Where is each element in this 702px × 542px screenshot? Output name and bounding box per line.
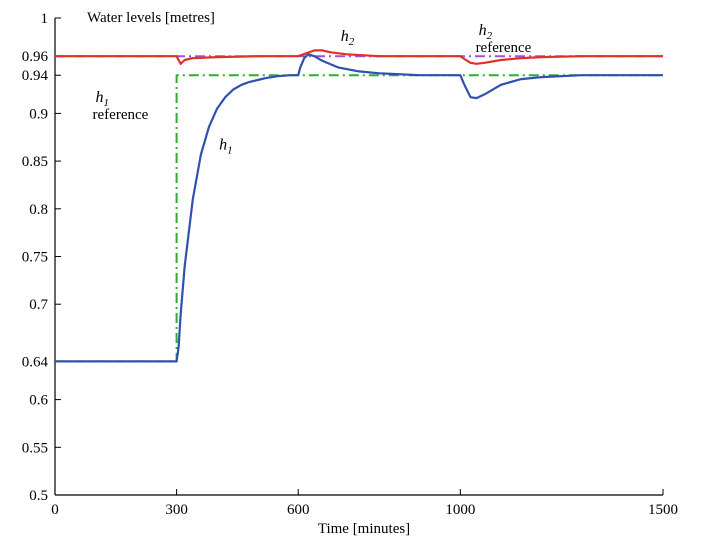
x-tick-label: 0 [51,502,59,518]
y-tick-label: 0.64 [22,354,49,370]
y-tick-label: 0.75 [22,250,48,266]
annotation-h1-symbol: h1 [219,137,233,157]
x-tick-label: 1500 [648,502,678,518]
x-tick-label: 300 [165,502,188,518]
annotation-h2-symbol: h2 [341,28,355,48]
series-layer [55,49,663,363]
axes: 0 300 600 1000 1500 0.5 0.55 0.6 0.64 0.7 0.75 0.8… [22,11,678,518]
y-tick-label: 0.96 [22,49,49,65]
x-ticks: 0 300 600 1000 1500 [51,489,678,518]
annotation-h2-reference-text: reference [476,40,532,56]
y-tick-label: 0.9 [29,106,48,122]
y-ticks: 0.5 0.55 0.6 0.64 0.7 0.75 0.8 0.85 0.9 0.94 0.96 1 [22,11,61,504]
y-tick-label: 0.5 [29,488,48,504]
y-tick-label: 0.7 [29,297,48,313]
y-tick-label: 0.55 [22,440,48,456]
x-tick-label: 1000 [445,502,475,518]
series-line-h1 [55,53,663,363]
annotation-h1-reference-symbol: h1 [96,89,110,109]
chart-title: Water levels [metres] [87,10,215,26]
y-tick-label: 0.6 [29,393,48,409]
y-tick-label: 0.85 [22,154,48,170]
x-axis-title: Time [minutes] [318,521,410,537]
y-tick-label: 0.94 [22,68,49,84]
x-tick-label: 600 [287,502,310,518]
series-line-h2 [55,49,663,65]
annotation-h1-reference-text: reference [93,107,149,123]
annotation-h2-reference-symbol: h2 [479,22,493,42]
y-tick-label: 1 [41,11,49,27]
y-tick-label: 0.8 [29,202,48,218]
